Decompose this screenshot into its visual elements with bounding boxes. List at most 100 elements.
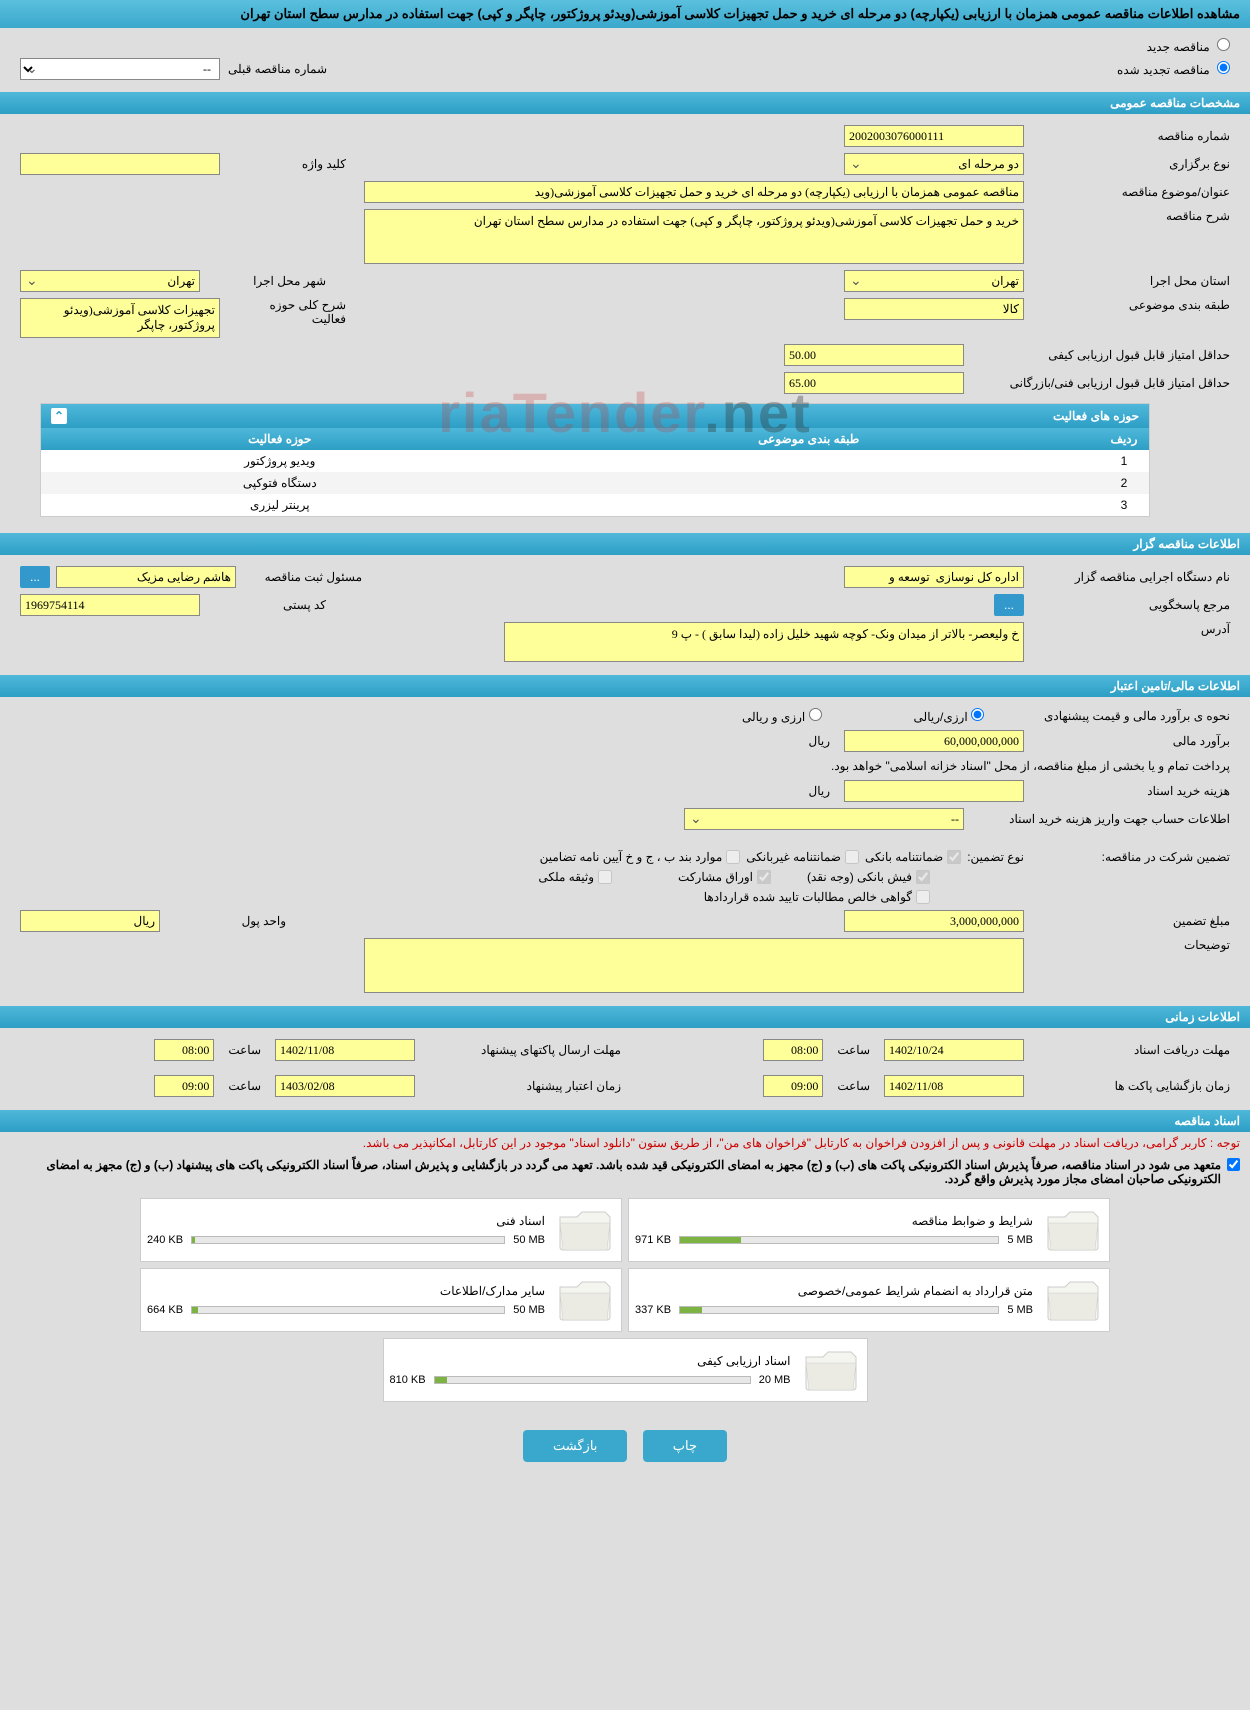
section-owner-header: اطلاعات مناقصه گزار bbox=[0, 533, 1250, 555]
holding-type-select[interactable] bbox=[844, 153, 1024, 175]
desc-label: شرح مناقصه bbox=[1030, 209, 1230, 223]
agree-text: متعهد می شود در اسناد مناقصه، صرفاً پذیر… bbox=[10, 1158, 1221, 1186]
resp-input[interactable] bbox=[56, 566, 236, 588]
file-size: 971 KB bbox=[635, 1234, 671, 1246]
section-general-header: مشخصات مناقصه عمومی bbox=[0, 92, 1250, 114]
org-input[interactable] bbox=[844, 566, 1024, 588]
ref-label: مرجع پاسخگویی bbox=[1030, 598, 1230, 612]
cb-bank[interactable] bbox=[947, 850, 961, 864]
folder-icon bbox=[1043, 1205, 1103, 1255]
progress-bar bbox=[191, 1236, 505, 1244]
open-time-input[interactable] bbox=[763, 1075, 823, 1097]
address-textarea[interactable]: خ ولیعصر- بالاتر از میدان ونک- کوچه شهید… bbox=[504, 622, 1024, 662]
hour-label-3: ساعت bbox=[837, 1079, 870, 1093]
file-max: 20 MB bbox=[759, 1374, 791, 1386]
file-card[interactable]: اسناد فنی 240 KB 50 MB bbox=[140, 1198, 622, 1262]
progress-bar bbox=[191, 1306, 505, 1314]
activity-desc-input[interactable]: تجهیزات کلاسی آموزشی(ویدئو پروژکتور، چاپ… bbox=[20, 298, 220, 338]
cb-property[interactable] bbox=[598, 870, 612, 884]
cb-receivables[interactable] bbox=[916, 890, 930, 904]
subject-input[interactable] bbox=[364, 181, 1024, 203]
file-size: 337 KB bbox=[635, 1304, 671, 1316]
currency-input[interactable] bbox=[20, 910, 160, 932]
print-button[interactable]: چاپ bbox=[643, 1430, 727, 1462]
resp-lookup-button[interactable]: ... bbox=[20, 566, 50, 588]
postal-input[interactable] bbox=[20, 594, 200, 616]
open-date-input[interactable] bbox=[884, 1075, 1024, 1097]
valid-date-input[interactable] bbox=[275, 1075, 415, 1097]
tender-number-input[interactable] bbox=[844, 125, 1024, 147]
activity-panel: حوزه های فعالیت ⌃ ردیف طبقه بندی موضوعی … bbox=[40, 403, 1150, 517]
progress-bar bbox=[434, 1376, 751, 1384]
receive-time-input[interactable] bbox=[763, 1039, 823, 1061]
radio-renewed[interactable]: مناقصه تجدید شده bbox=[1117, 61, 1230, 77]
notes-textarea[interactable] bbox=[364, 938, 1024, 993]
desc-textarea[interactable]: خرید و حمل تجهیزات کلاسی آموزشی(ویدئو پر… bbox=[364, 209, 1024, 264]
section-time-header: اطلاعات زمانی bbox=[0, 1006, 1250, 1028]
radio-fx[interactable]: ارزی و ریالی bbox=[742, 708, 822, 724]
hour-label-4: ساعت bbox=[228, 1079, 261, 1093]
file-card[interactable]: متن قرارداد به انضمام شرایط عمومی/خصوصی … bbox=[628, 1268, 1110, 1332]
doc-cost-input[interactable] bbox=[844, 780, 1024, 802]
notes-label: توضیحات bbox=[1030, 938, 1230, 952]
table-row: 3پرینتر لیزری bbox=[41, 494, 1149, 516]
file-max: 5 MB bbox=[1007, 1234, 1033, 1246]
doc-cost-label: هزینه خرید اسناد bbox=[1030, 784, 1230, 798]
province-select[interactable] bbox=[844, 270, 1024, 292]
file-card[interactable]: اسناد ارزیابی کیفی 810 KB 20 MB bbox=[383, 1338, 868, 1402]
file-card[interactable]: شرایط و ضوابط مناقصه 971 KB 5 MB bbox=[628, 1198, 1110, 1262]
prev-number-select[interactable]: -- bbox=[20, 58, 220, 80]
valid-label: زمان اعتبار پیشنهاد bbox=[421, 1079, 621, 1093]
table-row: 2دستگاه فتوکپی bbox=[41, 472, 1149, 494]
keyword-input[interactable] bbox=[20, 153, 220, 175]
radio-new-label: مناقصه جدید bbox=[1147, 40, 1210, 54]
file-title: اسناد فنی bbox=[147, 1214, 545, 1228]
cb-clauses[interactable] bbox=[726, 850, 740, 864]
city-label: شهر محل اجرا bbox=[206, 274, 326, 288]
radio-rial[interactable]: ارزی/ریالی bbox=[914, 708, 984, 724]
method-label: نحوه ی برآورد مالی و قیمت پیشنهادی bbox=[990, 709, 1230, 723]
send-date-input[interactable] bbox=[275, 1039, 415, 1061]
cb-nonbank[interactable] bbox=[845, 850, 859, 864]
min-tech-input[interactable] bbox=[784, 372, 964, 394]
min-qual-input[interactable] bbox=[784, 344, 964, 366]
city-select[interactable] bbox=[20, 270, 200, 292]
tender-number-label: شماره مناقصه bbox=[1030, 129, 1230, 143]
agree-checkbox[interactable] bbox=[1227, 1158, 1240, 1171]
file-title: متن قرارداد به انضمام شرایط عمومی/خصوصی bbox=[635, 1284, 1033, 1298]
send-time-input[interactable] bbox=[154, 1039, 214, 1061]
finance-note: پرداخت تمام و یا بخشی از مبلغ مناقصه، از… bbox=[20, 755, 1230, 777]
min-tech-label: حداقل امتیاز قابل قبول ارزیابی فنی/بازرگ… bbox=[970, 376, 1230, 390]
folder-icon bbox=[555, 1275, 615, 1325]
file-title: شرایط و ضوابط مناقصه bbox=[635, 1214, 1033, 1228]
cb-fish[interactable] bbox=[916, 870, 930, 884]
send-label: مهلت ارسال پاکتهای پیشنهاد bbox=[421, 1043, 621, 1057]
prev-number-label: شماره مناقصه قبلی bbox=[228, 62, 327, 76]
section-finance-header: اطلاعات مالی/تامین اعتبار bbox=[0, 675, 1250, 697]
back-button[interactable]: بازگشت bbox=[523, 1430, 627, 1462]
cb-securities[interactable] bbox=[757, 870, 771, 884]
amount-input[interactable] bbox=[844, 910, 1024, 932]
category-input[interactable] bbox=[844, 298, 1024, 320]
estimate-input[interactable] bbox=[844, 730, 1024, 752]
file-card[interactable]: سایر مدارک/اطلاعات 664 KB 50 MB bbox=[140, 1268, 622, 1332]
unit-rial-1: ریال bbox=[808, 734, 830, 748]
collapse-icon[interactable]: ⌃ bbox=[51, 408, 67, 424]
docs-note: توجه : کاربر گرامی، دریافت اسناد در مهلت… bbox=[0, 1132, 1250, 1154]
postal-label: کد پستی bbox=[206, 598, 326, 612]
valid-time-input[interactable] bbox=[154, 1075, 214, 1097]
file-max: 50 MB bbox=[513, 1234, 545, 1246]
estimate-label: برآورد مالی bbox=[1030, 734, 1230, 748]
receive-date-input[interactable] bbox=[884, 1039, 1024, 1061]
currency-label: واحد پول bbox=[166, 914, 286, 928]
page-title: مشاهده اطلاعات مناقصه عمومی همزمان با ار… bbox=[0, 0, 1250, 28]
hour-label-1: ساعت bbox=[837, 1043, 870, 1057]
radio-section: مناقصه جدید مناقصه تجدید شده شماره مناقص… bbox=[0, 28, 1250, 90]
ref-lookup-button[interactable]: ... bbox=[994, 594, 1024, 616]
file-title: اسناد ارزیابی کیفی bbox=[390, 1354, 791, 1368]
account-select[interactable] bbox=[684, 808, 964, 830]
guarantee-type-label: نوع تضمین: bbox=[967, 850, 1024, 864]
address-label: آدرس bbox=[1030, 622, 1230, 636]
radio-new[interactable]: مناقصه جدید bbox=[1147, 40, 1230, 54]
progress-bar bbox=[679, 1306, 999, 1314]
